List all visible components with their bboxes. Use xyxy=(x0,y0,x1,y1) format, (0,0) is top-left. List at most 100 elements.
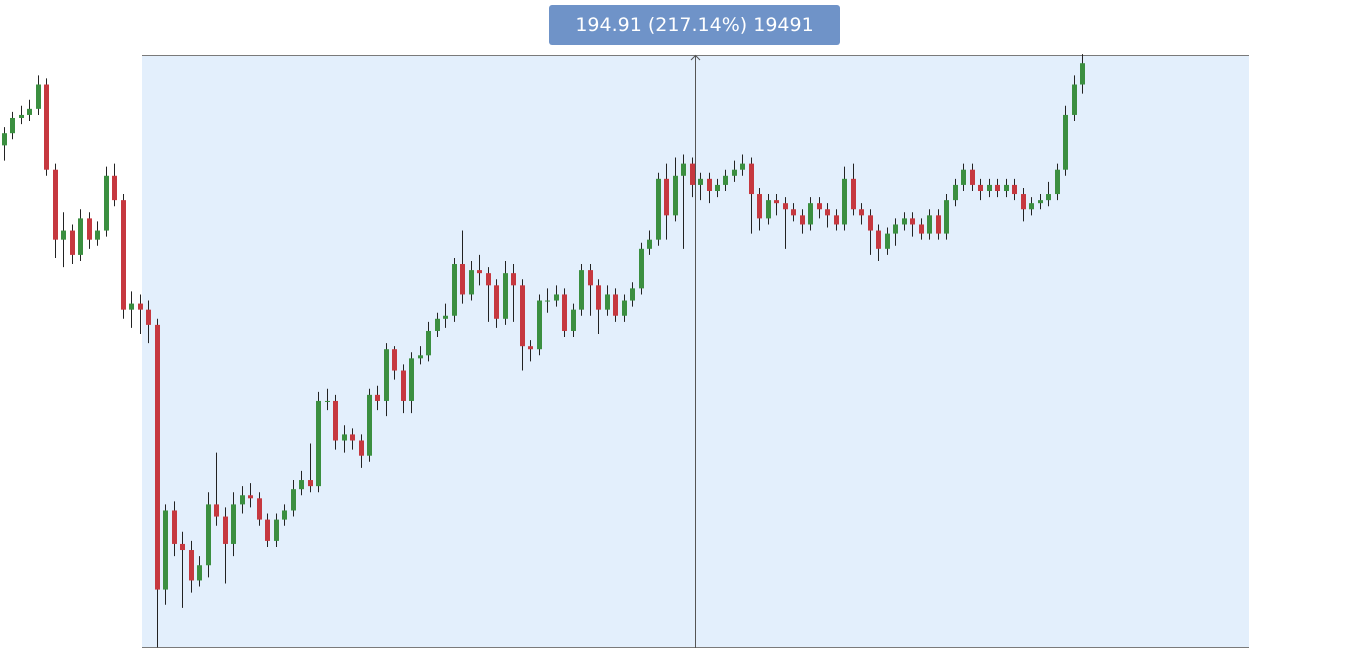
candle-body xyxy=(392,349,397,371)
candle-body xyxy=(342,434,347,441)
candle-body xyxy=(460,264,465,295)
candle-body xyxy=(571,309,576,331)
candle-body xyxy=(477,270,482,274)
candle-body xyxy=(443,315,448,319)
candle-body xyxy=(927,215,932,234)
candle-body xyxy=(545,300,550,302)
candle-body xyxy=(359,440,364,456)
candle-body xyxy=(70,230,75,255)
candle-body xyxy=(27,108,32,115)
candle-body xyxy=(919,224,924,234)
candle-body xyxy=(231,504,236,544)
candle-body xyxy=(868,215,873,231)
candle-body xyxy=(146,309,151,325)
measure-arrow xyxy=(690,54,701,61)
candle-body xyxy=(681,163,686,176)
candle-body xyxy=(630,288,635,301)
candle-body xyxy=(180,543,185,551)
candle-body xyxy=(1038,200,1043,204)
candle-body xyxy=(36,84,41,109)
candle-body xyxy=(656,178,661,240)
candle-body xyxy=(189,550,194,581)
candle-body xyxy=(859,209,864,216)
candle-body xyxy=(291,489,296,511)
candle-body xyxy=(435,318,440,331)
candle-body xyxy=(265,519,270,541)
candle-body xyxy=(325,400,330,402)
candle-body xyxy=(248,495,253,499)
candle-body xyxy=(673,175,678,216)
candle-body xyxy=(936,215,941,234)
measure-label-box xyxy=(549,5,840,45)
candle-body xyxy=(740,163,745,170)
candle-body xyxy=(707,178,712,192)
candle-body xyxy=(333,400,338,441)
candle-body xyxy=(172,510,177,544)
candle-body xyxy=(808,203,813,225)
candle-body xyxy=(214,504,219,517)
candle-body xyxy=(350,434,355,441)
candle-body xyxy=(129,303,134,310)
candle-body xyxy=(1080,63,1085,85)
candle-body xyxy=(155,324,160,590)
candle-body xyxy=(44,84,49,170)
candle-body xyxy=(817,203,822,210)
candle-body xyxy=(579,270,584,310)
candle-body xyxy=(528,346,533,350)
candle-body xyxy=(987,184,992,192)
candle-body xyxy=(953,184,958,201)
candle-body xyxy=(783,203,788,210)
candle-body xyxy=(1063,114,1068,170)
candle-body xyxy=(757,194,762,219)
candle-body xyxy=(401,370,406,401)
candle-body xyxy=(384,349,389,401)
candle-body xyxy=(562,294,567,331)
candle-body xyxy=(698,178,703,185)
candle-body xyxy=(1012,184,1017,195)
candle-body xyxy=(223,516,228,544)
candle-body xyxy=(316,400,321,487)
candle-body xyxy=(639,248,644,289)
candle-body xyxy=(944,200,949,234)
candle-body xyxy=(520,285,525,347)
candle-body xyxy=(613,294,618,316)
candle-body xyxy=(622,300,627,316)
candle-body xyxy=(825,209,830,216)
candle-body xyxy=(78,218,83,255)
candle-body xyxy=(308,480,313,487)
candle-body xyxy=(970,169,975,185)
candle-body xyxy=(1029,203,1034,210)
candle-body xyxy=(1004,184,1009,192)
candle-body xyxy=(893,224,898,234)
candle-body xyxy=(876,230,881,249)
candle-body xyxy=(588,270,593,286)
candle-body xyxy=(1072,84,1077,115)
candle-body xyxy=(766,200,771,219)
candle-body xyxy=(163,510,168,590)
candle-body xyxy=(138,303,143,310)
candle-body xyxy=(1046,194,1051,201)
candle-body xyxy=(95,230,100,240)
candle-body xyxy=(418,355,423,359)
candle-body xyxy=(910,218,915,225)
candle-body xyxy=(206,504,211,566)
candle-body xyxy=(503,273,508,319)
candle-body xyxy=(961,169,966,185)
candle-body xyxy=(409,358,414,401)
candle-body xyxy=(10,117,15,134)
candle-body xyxy=(104,175,109,231)
candle-body xyxy=(121,200,126,310)
candle-body xyxy=(19,114,24,118)
candle-body xyxy=(486,273,491,286)
candle-body xyxy=(240,495,245,505)
candle-body xyxy=(800,215,805,225)
candle-body xyxy=(885,233,890,249)
candle-body xyxy=(1055,169,1060,195)
candle-body xyxy=(834,215,839,225)
candle-body xyxy=(715,184,720,192)
candle-body xyxy=(732,169,737,176)
candle-body xyxy=(511,273,516,286)
candle-body xyxy=(690,163,695,185)
measure-label: 194.91 (217.14%) 19491 xyxy=(575,14,813,36)
candle-body xyxy=(554,294,559,301)
